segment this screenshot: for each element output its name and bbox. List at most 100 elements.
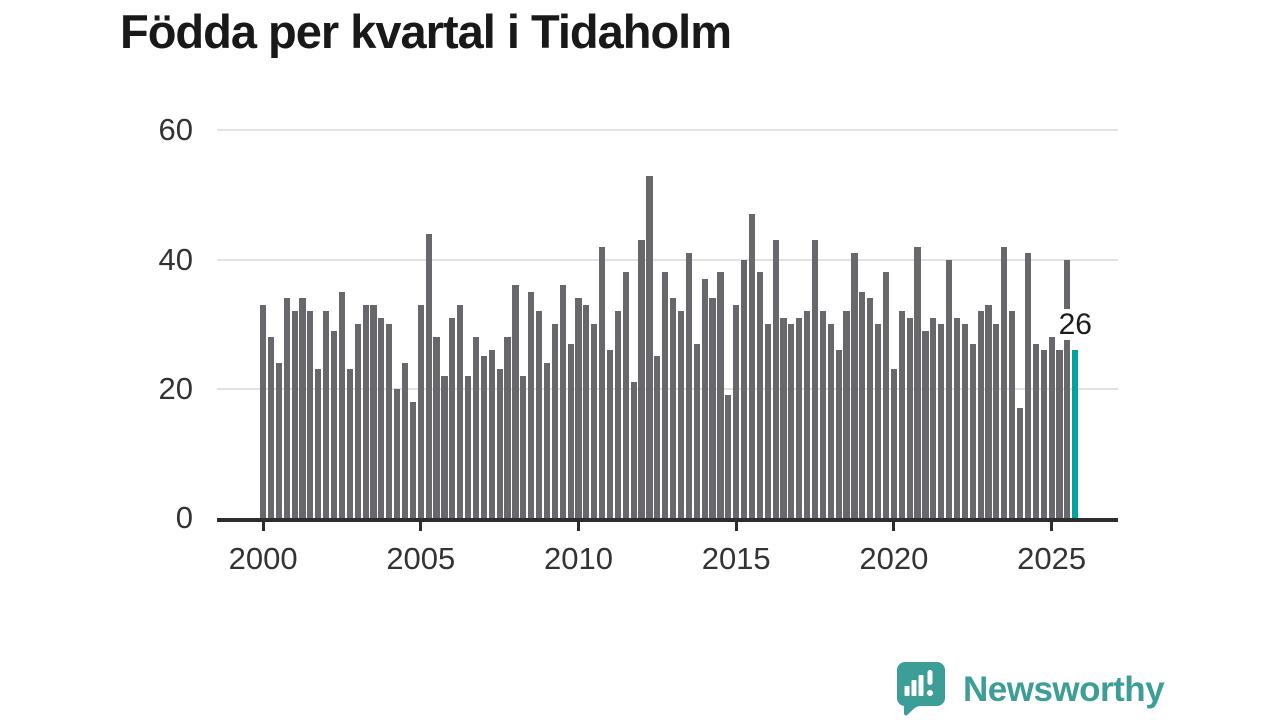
bar [780, 317, 787, 518]
bar [1001, 246, 1008, 518]
x-tick-label: 2000 [228, 541, 298, 576]
bar [945, 259, 953, 518]
bar [441, 375, 448, 518]
bar [330, 330, 338, 518]
gridline [217, 129, 1118, 132]
x-tick [419, 521, 423, 531]
bar [1009, 311, 1016, 518]
bar [922, 330, 929, 518]
bar [394, 388, 401, 518]
bar [417, 304, 424, 518]
bar [677, 311, 685, 518]
bar [488, 349, 495, 518]
bar [1048, 337, 1055, 518]
x-tick [577, 521, 580, 531]
bar [543, 362, 551, 518]
newsworthy-logo-icon [897, 662, 945, 716]
bar [425, 233, 432, 518]
bar [764, 324, 771, 518]
bar [323, 311, 330, 518]
bar [433, 337, 440, 518]
bar [867, 298, 874, 518]
bar [938, 324, 945, 518]
bar [315, 369, 322, 518]
x-tick-label: 2015 [701, 541, 771, 576]
highlighted-bar [1072, 349, 1079, 518]
bar [591, 324, 598, 518]
bar [606, 349, 614, 518]
bar [685, 253, 692, 518]
bar [906, 317, 913, 518]
bar [804, 311, 811, 518]
bar [283, 298, 290, 518]
bar [646, 175, 653, 518]
bar [504, 337, 511, 518]
bar [267, 337, 275, 518]
bar [756, 272, 763, 518]
bar [717, 272, 724, 518]
bar [583, 304, 590, 518]
bar [370, 304, 377, 518]
bar [740, 259, 748, 518]
bar [614, 311, 621, 518]
x-tick [1050, 521, 1054, 531]
bar [480, 356, 487, 518]
highlight-value-annotation: 26 [1056, 307, 1094, 341]
bar [260, 304, 267, 518]
bar [622, 272, 629, 518]
bar [386, 324, 393, 518]
bar [559, 285, 566, 518]
bar [748, 214, 756, 518]
bar [701, 278, 708, 518]
bar [1040, 349, 1047, 518]
bar [275, 362, 282, 518]
bar [788, 324, 795, 518]
bar [465, 375, 472, 518]
bar [882, 272, 890, 518]
bar [930, 317, 937, 518]
bar [772, 240, 779, 518]
bar [1056, 349, 1063, 518]
bar [969, 343, 976, 518]
bar [354, 324, 361, 518]
bar [843, 311, 850, 518]
x-tick [261, 521, 265, 531]
x-tick-label: 2020 [859, 541, 929, 576]
bar [898, 311, 905, 518]
bar [914, 246, 921, 518]
bar [890, 369, 897, 518]
newsworthy-logo: Newsworthy [897, 662, 1165, 717]
bar [512, 285, 519, 518]
bar [528, 291, 535, 518]
bar [535, 311, 543, 518]
bar [811, 240, 819, 518]
bar [307, 311, 314, 518]
bar [496, 369, 503, 518]
bar [670, 298, 677, 518]
bar [449, 317, 456, 518]
bar [638, 240, 645, 518]
bar [662, 272, 669, 518]
bar [725, 395, 732, 518]
bar [1016, 408, 1024, 518]
bar [1064, 259, 1071, 518]
y-tick-label: 20 [158, 370, 193, 406]
bar [472, 337, 480, 518]
bar [1024, 253, 1032, 518]
gridline [217, 258, 1118, 261]
bar [551, 324, 558, 518]
bar [457, 304, 464, 518]
bar [733, 304, 740, 518]
bar [378, 317, 385, 518]
bar [575, 298, 582, 518]
bar [835, 349, 842, 518]
bar [961, 324, 968, 518]
bar [693, 343, 700, 518]
y-tick-label: 40 [158, 241, 193, 277]
bar [993, 324, 1000, 518]
y-tick-label: 60 [158, 112, 193, 148]
x-tick [734, 521, 738, 531]
bar [851, 253, 858, 518]
